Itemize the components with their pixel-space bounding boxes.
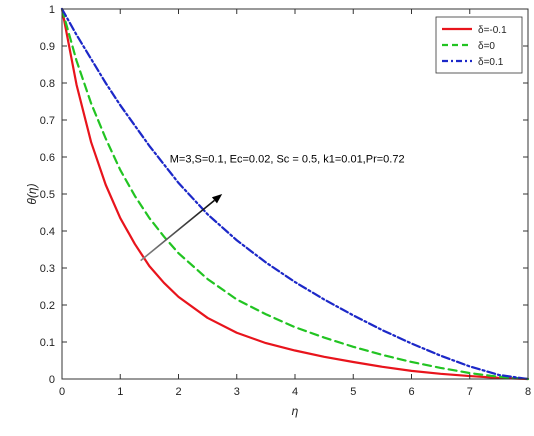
trend-arrow: [140, 199, 215, 262]
x-tick-label: 3: [234, 386, 240, 398]
legend-label-3: δ=0.1: [478, 57, 504, 68]
legend-label-1: δ=-0.1: [478, 25, 507, 36]
y-axis-label: θ(η): [25, 183, 39, 204]
x-tick-label: 2: [175, 386, 181, 398]
x-axis-label: η: [292, 404, 299, 418]
x-tick-label: 1: [117, 386, 123, 398]
legend-label-2: δ=0: [478, 41, 495, 52]
series-layer: [60, 7, 530, 381]
y-tick-label: 0: [49, 374, 55, 386]
x-tick-label: 4: [292, 386, 298, 398]
x-tick-label: 8: [525, 386, 531, 398]
y-tick-label: 0.5: [40, 189, 55, 201]
y-tick-label: 0.6: [40, 152, 55, 164]
y-tick-label: 0.7: [40, 115, 55, 127]
axes-layer: 0 1 2 3 4 5 6 7 8 0 0.1 0.2 0.3 0.4 0.5 0.6 0.7 0.8 0.9 1: [40, 4, 531, 398]
series-line-2: [60, 7, 530, 381]
annotation-layer: M=3,S=0.1, Ec=0.02, Sc = 0.5, k1=0.01,Pr…: [140, 154, 405, 262]
series-line-3: [60, 7, 530, 381]
y-tick-label: 0.8: [40, 78, 55, 90]
y-tick-label: 0.9: [40, 41, 55, 53]
x-tick-label: 6: [408, 386, 414, 398]
x-tick-label: 7: [467, 386, 473, 398]
legend-box: [435, 16, 523, 74]
series-line-1: [60, 7, 530, 381]
y-tick-label: 0.1: [40, 337, 55, 349]
x-tick-label: 5: [350, 386, 356, 398]
y-tick-label: 0.4: [40, 226, 55, 238]
y-tick-label: 0.2: [40, 300, 55, 312]
y-tick-label: 0.3: [40, 263, 55, 275]
x-tick-label: 0: [59, 386, 65, 398]
parameter-annotation: M=3,S=0.1, Ec=0.02, Sc = 0.5, k1=0.01,Pr…: [170, 154, 405, 166]
y-tick-label: 1: [49, 4, 55, 16]
legend: δ=-0.1 δ=0 δ=0.1: [435, 16, 523, 74]
trend-arrow-head: [211, 194, 223, 204]
